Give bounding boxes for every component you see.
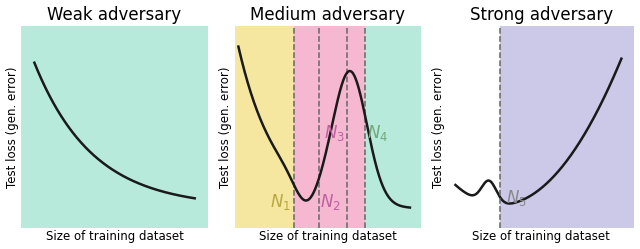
Text: $N_2$: $N_2$ [321,191,341,212]
X-axis label: Size of training dataset: Size of training dataset [472,230,610,244]
Bar [500,26,634,228]
Title: Weak adversary: Weak adversary [47,5,182,24]
Text: $N_3$: $N_3$ [324,123,345,143]
Bar [294,26,365,228]
Text: $N_1$: $N_1$ [270,191,291,212]
Title: Medium adversary: Medium adversary [250,5,405,24]
X-axis label: Size of training dataset: Size of training dataset [259,230,397,244]
X-axis label: Size of training dataset: Size of training dataset [45,230,184,244]
Bar [235,26,294,228]
Text: $N_5$: $N_5$ [506,187,527,208]
Text: $N_4$: $N_4$ [367,123,388,143]
Y-axis label: Test loss (gen. error): Test loss (gen. error) [6,66,19,188]
Y-axis label: Test loss (gen. error): Test loss (gen. error) [432,66,445,188]
Bar [365,26,421,228]
Title: Strong adversary: Strong adversary [470,5,612,24]
Y-axis label: Test loss (gen. error): Test loss (gen. error) [219,66,232,188]
